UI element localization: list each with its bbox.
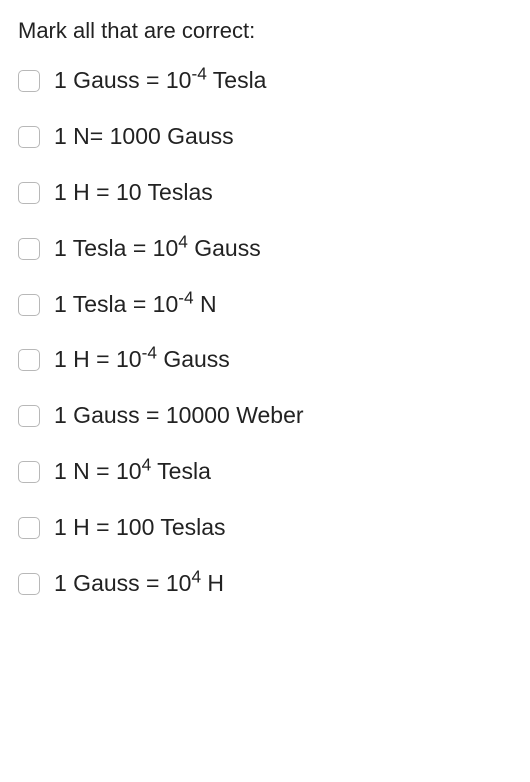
option-exp: 4 [191, 566, 201, 586]
option-row: 1 H = 100 Teslas [18, 513, 512, 543]
option-label: 1 H = 10 Teslas [54, 178, 213, 208]
question-prompt: Mark all that are correct: [18, 18, 512, 44]
option-label: 1 Gauss = 10-4 Tesla [54, 66, 266, 96]
option-pre: 1 H = 10 Teslas [54, 179, 213, 205]
option-label: 1 N = 104 Tesla [54, 457, 211, 487]
checkbox-3[interactable] [18, 238, 40, 260]
option-label: 1 H = 10-4 Gauss [54, 345, 230, 375]
option-post: Tesla [151, 458, 211, 484]
option-label: 1 Tesla = 10-4 N [54, 290, 217, 320]
option-post: Gauss [157, 346, 230, 372]
checkbox-1[interactable] [18, 126, 40, 148]
checkbox-2[interactable] [18, 182, 40, 204]
option-pre: 1 H = 100 Teslas [54, 514, 226, 540]
option-row: 1 H = 10 Teslas [18, 178, 512, 208]
option-label: 1 N= 1000 Gauss [54, 122, 234, 152]
option-row: 1 N = 104 Tesla [18, 457, 512, 487]
option-row: 1 Gauss = 10000 Weber [18, 401, 512, 431]
option-post: Gauss [188, 235, 261, 261]
option-pre: 1 Tesla = 10 [54, 291, 178, 317]
option-pre: 1 Gauss = 10 [54, 570, 191, 596]
checkbox-8[interactable] [18, 517, 40, 539]
option-post: Tesla [207, 67, 267, 93]
checkbox-5[interactable] [18, 349, 40, 371]
option-label: 1 Gauss = 10000 Weber [54, 401, 304, 431]
option-pre: 1 H = 10 [54, 346, 142, 372]
option-label: 1 Tesla = 104 Gauss [54, 234, 261, 264]
option-pre: 1 N= 1000 Gauss [54, 123, 234, 149]
option-row: 1 N= 1000 Gauss [18, 122, 512, 152]
option-pre: 1 Tesla = 10 [54, 235, 178, 261]
option-exp: 4 [178, 231, 188, 251]
option-row: 1 Tesla = 10-4 N [18, 290, 512, 320]
checkbox-9[interactable] [18, 573, 40, 595]
checkbox-6[interactable] [18, 405, 40, 427]
option-row: 1 Gauss = 104 H [18, 569, 512, 599]
checkbox-7[interactable] [18, 461, 40, 483]
option-pre: 1 Gauss = 10000 Weber [54, 402, 304, 428]
option-row: 1 Tesla = 104 Gauss [18, 234, 512, 264]
option-exp: 4 [142, 455, 152, 475]
option-row: 1 H = 10-4 Gauss [18, 345, 512, 375]
option-pre: 1 Gauss = 10 [54, 67, 191, 93]
option-label: 1 H = 100 Teslas [54, 513, 226, 543]
option-exp: -4 [178, 287, 193, 307]
option-post: N [194, 291, 217, 317]
option-label: 1 Gauss = 104 H [54, 569, 224, 599]
option-post: H [201, 570, 224, 596]
checkbox-4[interactable] [18, 294, 40, 316]
option-pre: 1 N = 10 [54, 458, 142, 484]
checkbox-0[interactable] [18, 70, 40, 92]
option-row: 1 Gauss = 10-4 Tesla [18, 66, 512, 96]
option-exp: -4 [142, 343, 157, 363]
option-exp: -4 [191, 63, 206, 83]
options-list: 1 Gauss = 10-4 Tesla 1 N= 1000 Gauss 1 H… [18, 66, 512, 599]
